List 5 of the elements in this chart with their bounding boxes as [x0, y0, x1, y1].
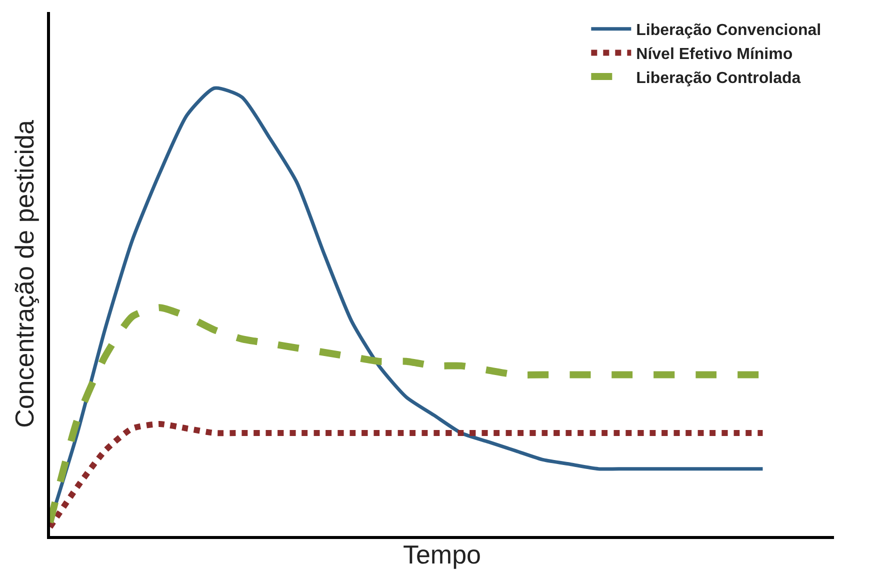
x-axis-title: Tempo — [402, 540, 482, 570]
legend-label: Liberação Convencional — [636, 22, 822, 40]
y-axis-title: Concentração de pesticida — [9, 120, 40, 428]
legend-label: Liberação Controlada — [636, 70, 801, 87]
legend-label: Nível Efetivo Mínimo — [636, 46, 793, 63]
